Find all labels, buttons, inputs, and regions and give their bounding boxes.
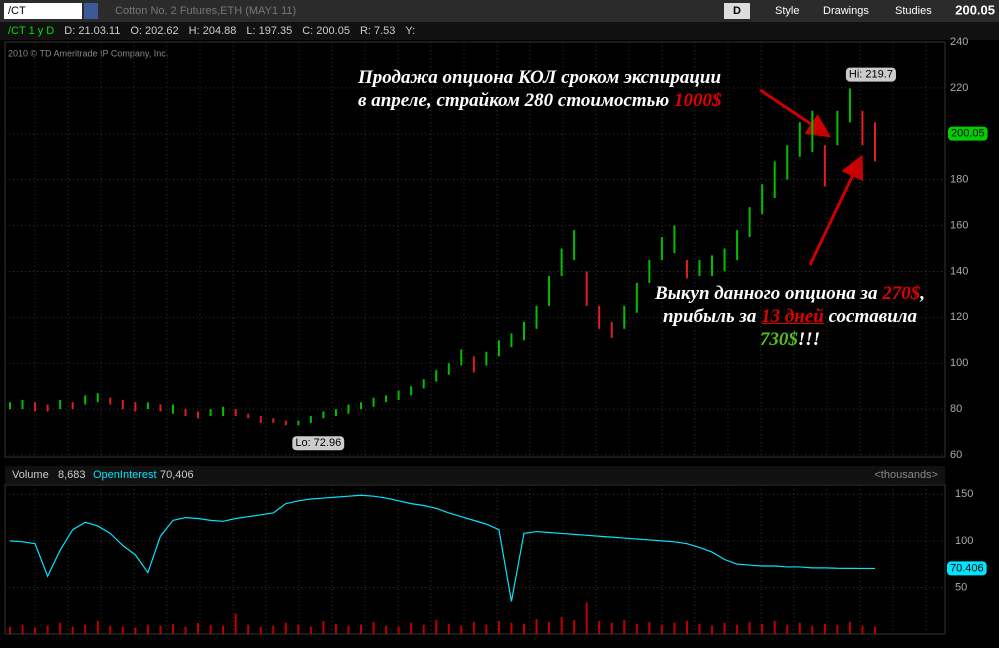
info-bar — [0, 22, 999, 40]
info-items: /CT 1 y D D: 21.03.11 O: 202.62 H: 204.88 L:… — [8, 25, 415, 37]
symbol-box[interactable] — [4, 3, 82, 19]
symbol-dropdown[interactable] — [84, 3, 98, 19]
buy-annotation: Выкуп данного опциона за 270$, прибыль з… — [630, 282, 950, 351]
period[interactable]: D — [733, 5, 741, 17]
text: Продажа опциона КОЛ сроком экспирации — [358, 67, 722, 88]
y-tick-label: 220 — [950, 82, 968, 94]
style-button[interactable]: Style — [775, 5, 799, 17]
info-item: O: 202.62 — [130, 25, 178, 37]
y-tick-label: 100 — [950, 357, 968, 369]
copyright: 2010 © TD Ameritrade IP Company, Inc. — [8, 48, 168, 58]
units: <thousands> — [874, 469, 938, 481]
price-tag-bg — [948, 126, 988, 141]
info-item: D: 21.03.11 — [64, 25, 120, 37]
description: Cotton No. 2 Futures,ETH (MAY1 11) — [115, 5, 296, 17]
y-tick-label: 50 — [955, 581, 967, 593]
y-tick-label: 140 — [950, 265, 968, 277]
y-tick-label: 60 — [950, 449, 962, 461]
symbol[interactable]: /CT — [8, 5, 26, 17]
text: 1000$ — [674, 90, 722, 111]
price-tag: 200.05 — [951, 128, 985, 140]
text: , — [920, 283, 925, 304]
y-tick-label: 240 — [950, 36, 968, 48]
arrow — [759, 88, 831, 138]
volume-value: 8,683 — [58, 469, 86, 481]
sell-annotation: Продажа опциона КОЛ сроком экспирации в … — [358, 66, 722, 112]
text: прибыль за — [662, 306, 762, 327]
open-interest-line — [9, 494, 876, 602]
oi-title: OpenInterest — [93, 469, 157, 481]
text: 13 дней — [761, 306, 824, 327]
y-tick-label: 150 — [955, 488, 973, 500]
oi-tag-bg — [947, 561, 987, 576]
studies-button[interactable]: Studies — [895, 5, 932, 17]
lo-label: Lo: 72.96 — [295, 437, 341, 449]
text: в апреле, страйком 280 стоимостью — [358, 90, 674, 111]
volume-title: Volume — [12, 469, 49, 481]
y-tick-label: 80 — [950, 403, 962, 415]
info-item: C: 200.05 — [302, 25, 350, 37]
y-tick-label: 100 — [955, 535, 973, 547]
text: 270$ — [882, 283, 921, 304]
lo-label-bg — [292, 436, 345, 451]
text: Выкуп данного опциона за — [655, 283, 883, 304]
drawings-button[interactable]: Drawings — [823, 5, 869, 17]
oi-tag: 70.406 — [950, 562, 984, 574]
hi-label: Hi: 219.7 — [849, 68, 893, 80]
volume-header — [5, 466, 945, 484]
info-item: Y: — [405, 25, 415, 37]
text: составила — [823, 306, 918, 327]
info-item: H: 204.88 — [189, 25, 237, 37]
last-price: 200.05 — [955, 2, 995, 17]
arrow — [808, 154, 864, 266]
y-tick-label: 180 — [950, 174, 968, 186]
plot-area — [4, 41, 946, 458]
plot-area — [4, 484, 946, 635]
text: 730$ — [759, 329, 798, 350]
y-tick-label: 160 — [950, 219, 968, 231]
info-item: R: 7.53 — [360, 25, 395, 37]
info-item: L: 197.35 — [246, 25, 292, 37]
text: !!! — [797, 329, 821, 350]
period-button[interactable] — [724, 3, 750, 19]
y-tick-label: 120 — [950, 311, 968, 323]
oi-value: 70,406 — [160, 469, 194, 481]
hi-label-bg — [845, 67, 896, 82]
info-item: /CT 1 y D — [8, 25, 54, 37]
